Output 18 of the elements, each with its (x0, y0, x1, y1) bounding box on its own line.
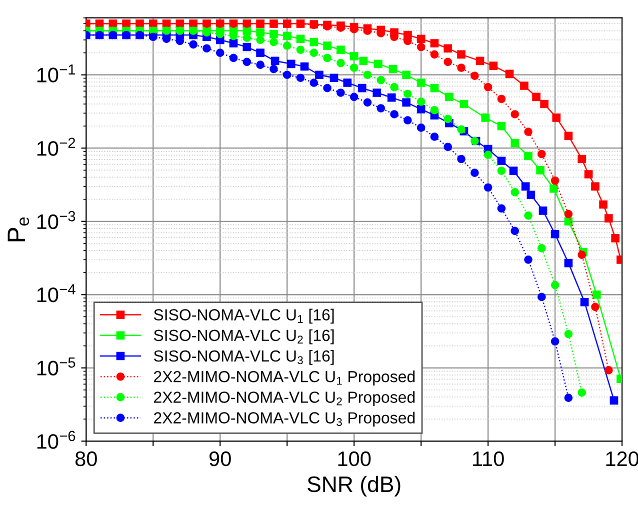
x-tick-label: 80 (75, 451, 97, 466)
x-tick-label: 110 (473, 451, 504, 466)
y-tick-label: 10$^{−1}$ (37, 64, 76, 82)
y-tick-label: 10$^{−3}$ (37, 211, 76, 230)
x-axis-title: SNR (dB) (308, 476, 400, 497)
y-axis-title: P$_{e}$ (8, 217, 30, 242)
x-tick-label: 90 (210, 451, 231, 466)
legend-label: SISO-NOMA-VLC U$_{2}$ [16] (154, 329, 334, 344)
legend-label: 2X2-MIMO-NOMA-VLC U$_{3}$ Proposed (154, 412, 415, 427)
y-tick-label: 10$^{−5}$ (37, 358, 76, 376)
x-tick-label: 100 (338, 451, 371, 466)
legend-label: 2X2-MIMO-NOMA-VLC U$_{2}$ Proposed (154, 391, 415, 406)
legend-label: SISO-NOMA-VLC U$_{3}$ [16] (154, 350, 334, 365)
y-tick-label: 10$^{−6}$ (37, 430, 76, 449)
y-tick-label: 10$^{−2}$ (37, 138, 76, 156)
legend-label: SISO-NOMA-VLC U$_{1}$ [16] (154, 308, 334, 324)
y-tick-label: 10$^{−4}$ (37, 284, 76, 302)
legend-label: 2X2-MIMO-NOMA-VLC U$_{1}$ Proposed (154, 370, 415, 386)
